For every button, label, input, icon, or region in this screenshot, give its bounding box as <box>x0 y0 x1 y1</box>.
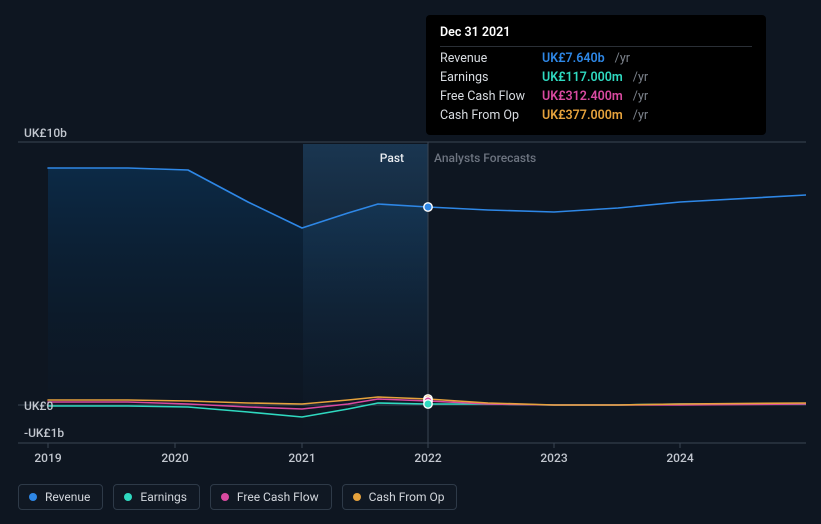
tooltip-suffix: /yr <box>633 89 648 104</box>
tooltip-row: Cash From Op UK£377.000m/yr <box>440 106 752 125</box>
legend-item-cfo[interactable]: Cash From Op <box>342 484 458 510</box>
tooltip-key: Free Cash Flow <box>440 89 534 104</box>
y-axis-label: -UK£1b <box>24 426 64 440</box>
x-axis-label: 2023 <box>540 451 567 465</box>
y-axis-label: UK£0 <box>24 399 53 413</box>
tooltip-value: UK£7.640b <box>542 51 605 66</box>
tooltip-row: Free Cash Flow UK£312.400m/yr <box>440 87 752 106</box>
tooltip-value: UK£312.400m <box>542 89 623 104</box>
x-axis-label: 2024 <box>666 451 693 465</box>
legend: Revenue Earnings Free Cash Flow Cash From O… <box>18 484 457 510</box>
tooltip-value: UK£117.000m <box>542 70 623 85</box>
marker-revenue <box>424 203 432 211</box>
legend-label: Earnings <box>140 490 187 504</box>
tooltip-value: UK£377.000m <box>542 108 623 123</box>
tooltip-suffix: /yr <box>615 51 630 66</box>
legend-item-fcf[interactable]: Free Cash Flow <box>210 484 332 510</box>
legend-item-revenue[interactable]: Revenue <box>18 484 103 510</box>
legend-dot-icon <box>124 493 132 501</box>
tooltip-row: Earnings UK£117.000m/yr <box>440 68 752 87</box>
legend-label: Revenue <box>45 490 90 504</box>
legend-dot-icon <box>29 493 37 501</box>
tooltip-row: Revenue UK£7.640b/yr <box>440 49 752 68</box>
x-axis-label: 2019 <box>34 451 61 465</box>
tooltip-date: Dec 31 2021 <box>440 23 752 47</box>
legend-dot-icon <box>353 493 361 501</box>
region-label-past: Past <box>380 151 404 165</box>
legend-dot-icon <box>221 493 229 501</box>
legend-label: Cash From Op <box>369 490 445 504</box>
legend-label: Free Cash Flow <box>237 490 319 504</box>
tooltip-suffix: /yr <box>633 108 648 123</box>
tooltip: Dec 31 2021 Revenue UK£7.640b/yr Earnings U… <box>426 15 766 135</box>
marker-earnings <box>424 400 432 408</box>
tooltip-key: Revenue <box>440 51 534 66</box>
tooltip-suffix: /yr <box>633 70 648 85</box>
y-axis-label: UK£10b <box>24 126 67 140</box>
x-axis-label: 2022 <box>414 451 441 465</box>
tooltip-key: Earnings <box>440 70 534 85</box>
tooltip-key: Cash From Op <box>440 108 534 123</box>
x-axis-label: 2021 <box>288 451 315 465</box>
legend-item-earnings[interactable]: Earnings <box>113 484 200 510</box>
x-axis-label: 2020 <box>161 451 188 465</box>
region-label-forecast: Analysts Forecasts <box>434 151 536 165</box>
